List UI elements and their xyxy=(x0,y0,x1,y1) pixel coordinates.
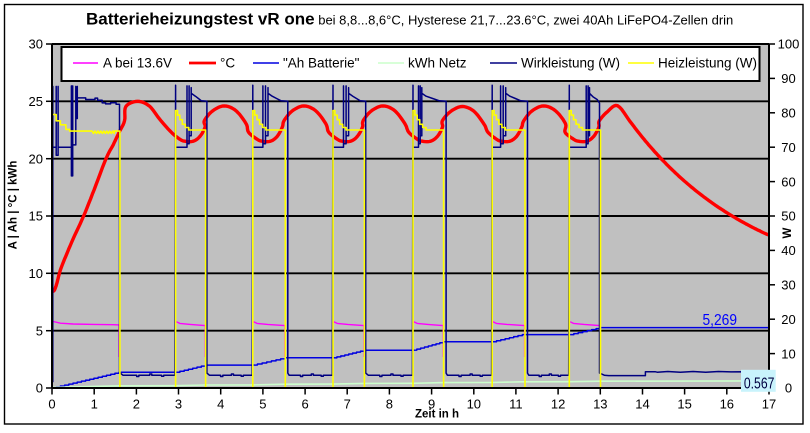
svg-text:2: 2 xyxy=(133,397,140,412)
svg-text:Zeit in h: Zeit in h xyxy=(415,409,459,421)
svg-text:15: 15 xyxy=(29,209,43,224)
svg-text:13: 13 xyxy=(593,397,607,412)
svg-text:100: 100 xyxy=(778,37,800,52)
svg-text:0.567: 0.567 xyxy=(744,375,775,392)
svg-text:0: 0 xyxy=(36,381,43,396)
svg-text:5: 5 xyxy=(259,397,266,412)
svg-text:20: 20 xyxy=(29,151,43,166)
svg-text:80: 80 xyxy=(781,106,795,121)
svg-text:10: 10 xyxy=(29,266,43,281)
svg-text:°C: °C xyxy=(220,56,235,71)
svg-text:50: 50 xyxy=(781,209,795,224)
svg-text:11: 11 xyxy=(509,397,523,412)
svg-text:Wirkleistung (W): Wirkleistung (W) xyxy=(521,56,620,71)
svg-text:kWh Netz: kWh Netz xyxy=(408,56,467,71)
svg-text:30: 30 xyxy=(29,37,43,52)
svg-text:16: 16 xyxy=(720,397,734,412)
svg-text:15: 15 xyxy=(677,397,691,412)
svg-text:14: 14 xyxy=(635,397,649,412)
svg-text:10: 10 xyxy=(467,397,481,412)
svg-text:6: 6 xyxy=(301,397,308,412)
svg-text:W: W xyxy=(782,227,794,238)
svg-text:A bei 13.6V: A bei 13.6V xyxy=(103,56,172,71)
svg-text:30: 30 xyxy=(781,278,795,293)
svg-text:70: 70 xyxy=(781,140,795,155)
svg-text:12: 12 xyxy=(551,397,565,412)
svg-text:1: 1 xyxy=(91,397,98,412)
svg-text:5: 5 xyxy=(36,323,43,338)
svg-text:0: 0 xyxy=(785,381,792,396)
svg-text:10: 10 xyxy=(781,346,795,361)
svg-text:0: 0 xyxy=(48,397,55,412)
svg-text:5,269: 5,269 xyxy=(703,312,738,329)
svg-text:3: 3 xyxy=(175,397,182,412)
svg-text:40: 40 xyxy=(781,243,795,258)
svg-text:8: 8 xyxy=(386,397,393,412)
svg-text:Heizleistung (W): Heizleistung (W) xyxy=(658,56,757,71)
svg-text:60: 60 xyxy=(781,174,795,189)
svg-text:"Ah Batterie": "Ah Batterie" xyxy=(283,56,360,71)
svg-text:17: 17 xyxy=(762,397,776,412)
svg-text:90: 90 xyxy=(781,71,795,86)
svg-text:Batterieheizungstest vR one be: Batterieheizungstest vR one bei 8,8...8,… xyxy=(86,10,733,29)
svg-text:A | Ah | °C | kWh: A | Ah | °C | kWh xyxy=(8,161,20,250)
svg-text:25: 25 xyxy=(29,94,43,109)
svg-text:20: 20 xyxy=(781,312,795,327)
svg-text:9: 9 xyxy=(428,397,435,412)
svg-text:7: 7 xyxy=(344,397,351,412)
svg-text:4: 4 xyxy=(217,397,224,412)
